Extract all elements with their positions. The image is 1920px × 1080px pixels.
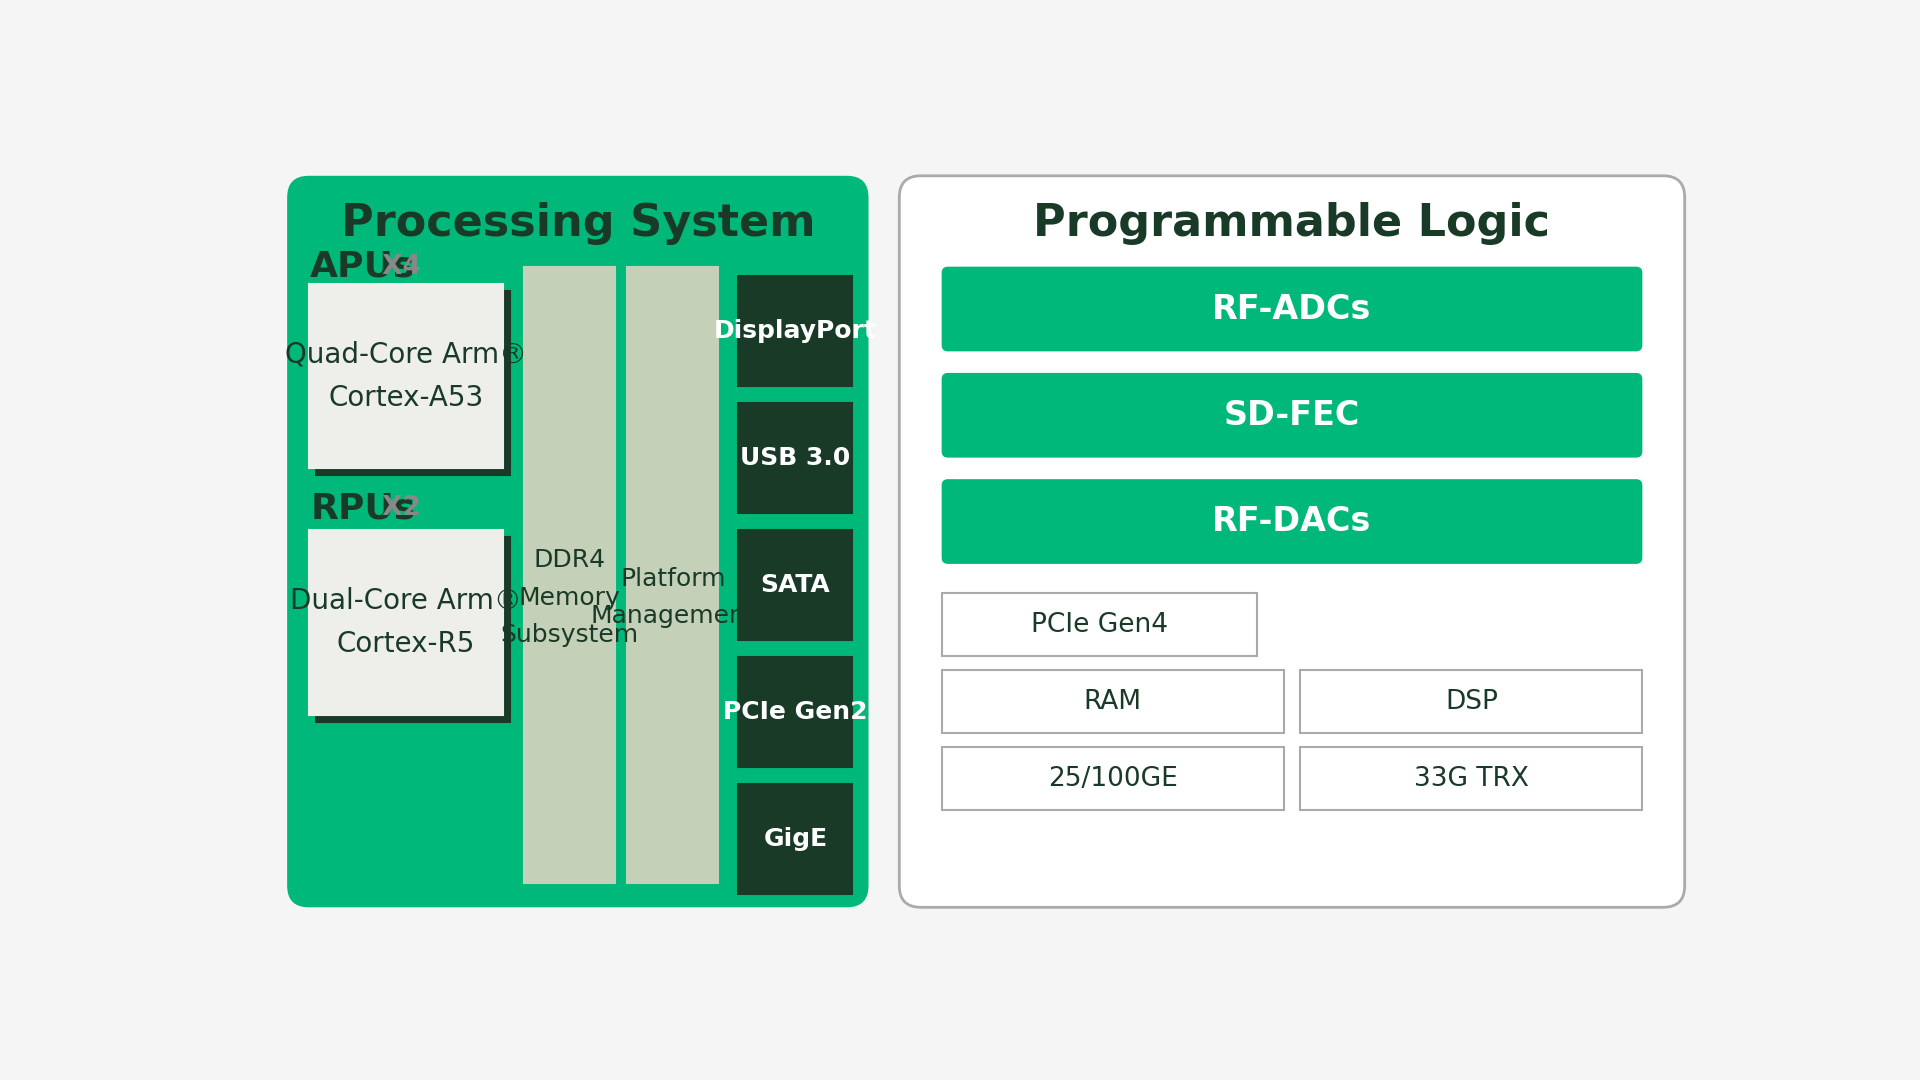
Text: X4: X4 [372, 254, 420, 280]
Text: Programmable Logic: Programmable Logic [1033, 202, 1551, 245]
Bar [739, 530, 852, 640]
Text: DisplayPort: DisplayPort [714, 319, 877, 343]
Bar [309, 530, 503, 715]
Text: RPUs: RPUs [311, 491, 415, 526]
Text: Platform
Management: Platform Management [591, 567, 755, 629]
Text: Processing System: Processing System [340, 202, 816, 245]
Text: DSP: DSP [1446, 689, 1498, 715]
Bar [941, 593, 1258, 657]
Text: RF-DACs: RF-DACs [1212, 505, 1371, 538]
FancyBboxPatch shape [899, 176, 1684, 907]
Bar [1300, 747, 1642, 810]
Text: APUs: APUs [311, 249, 415, 284]
Text: Quad-Core Arm®
Cortex-A53: Quad-Core Arm® Cortex-A53 [284, 340, 526, 411]
Bar [739, 403, 852, 513]
Bar [1300, 670, 1642, 733]
Text: Dual-Core Arm®
Cortex-R5: Dual-Core Arm® Cortex-R5 [290, 586, 522, 658]
Bar [309, 284, 503, 469]
Text: DDR4
Memory
Subsystem: DDR4 Memory Subsystem [501, 549, 639, 647]
Text: 25/100GE: 25/100GE [1048, 766, 1177, 792]
Text: RF-ADCs: RF-ADCs [1212, 293, 1371, 325]
Text: SATA: SATA [760, 573, 829, 597]
FancyBboxPatch shape [941, 267, 1642, 351]
Bar [628, 267, 718, 882]
Text: PCIe Gen2: PCIe Gen2 [724, 700, 868, 724]
Bar [315, 537, 509, 721]
Text: 33G TRX: 33G TRX [1413, 766, 1528, 792]
Bar [941, 747, 1284, 810]
FancyBboxPatch shape [941, 480, 1642, 564]
Text: USB 3.0: USB 3.0 [741, 446, 851, 470]
Bar [524, 267, 614, 882]
Bar [941, 670, 1284, 733]
Bar [739, 784, 852, 894]
Bar [739, 275, 852, 386]
Text: GigE: GigE [764, 827, 828, 851]
Bar [315, 291, 509, 475]
FancyBboxPatch shape [941, 373, 1642, 458]
Text: SD-FEC: SD-FEC [1223, 399, 1359, 432]
FancyBboxPatch shape [288, 176, 868, 907]
Bar [739, 657, 852, 767]
Text: RAM: RAM [1083, 689, 1142, 715]
Text: PCIe Gen4: PCIe Gen4 [1031, 611, 1167, 637]
Text: X2: X2 [372, 496, 420, 522]
